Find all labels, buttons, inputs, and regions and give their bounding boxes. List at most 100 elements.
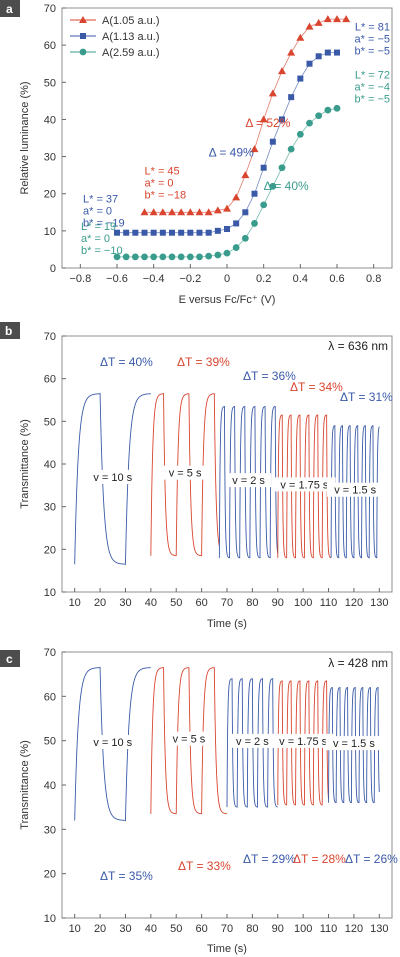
data-point-circle [278, 164, 286, 172]
data-point-square [196, 229, 203, 236]
b-y-tick-label: 60 [44, 374, 56, 386]
data-point-triangle [195, 208, 204, 216]
b-x-tick-label: 30 [119, 597, 131, 609]
c-v-label-bg [325, 736, 383, 751]
b-v-label: v = 2 s [232, 475, 265, 487]
panel-c-tag: c [6, 652, 13, 666]
panel-c-wavelength-label: λ = 428 nm [328, 656, 388, 670]
b-v-label: v = 1.5 s [334, 485, 376, 497]
b-x-tick-label: 20 [94, 597, 106, 609]
c-v-label: v = 1.5 s [333, 738, 375, 750]
b-trace-segment [218, 405, 279, 559]
data-point-triangle [333, 15, 341, 23]
panel-a-tag: a [6, 2, 13, 16]
data-point-triangle [149, 208, 158, 216]
b-x-tick-label: 130 [370, 597, 388, 609]
annotation-text: Δ = 40% [264, 179, 309, 193]
data-point-square [242, 209, 249, 216]
annotation-text: L* = 81 [355, 22, 390, 34]
c-x-tick-label: 40 [145, 923, 157, 935]
data-point-circle [196, 253, 203, 261]
b-v-label: v = 1.75 s [280, 479, 329, 491]
c-x-tick-label: 50 [170, 923, 182, 935]
a-x-tick-label: 0.2 [256, 273, 271, 285]
data-point-triangle [268, 89, 277, 97]
data-point-circle [269, 182, 277, 190]
data-point-square [269, 138, 276, 145]
panel-c-annotations: v = 10 s v = 5 s v = 2 s v = 1.75 s v = 1.5 … [87, 731, 398, 883]
panel-b: b λ = 636 nm 10 20 30 40 50 60 70 80 90 100 110 120… [0, 322, 393, 630]
panel-c-x-axis-label: Time (s) [207, 943, 247, 955]
annotation-text: a* = 0 [145, 177, 174, 189]
b-x-tick-label: 10 [69, 597, 81, 609]
data-point-circle [333, 104, 341, 112]
legend-entry: A(1.13 a.u.) [102, 31, 159, 43]
data-point-square [178, 229, 185, 236]
a-x-tick-label: −0.2 [179, 273, 201, 285]
c-x-tick-label: 30 [119, 923, 131, 935]
c-x-tick-label: 120 [345, 923, 363, 935]
data-point-circle [79, 48, 87, 56]
b-x-tick-label: 110 [320, 597, 338, 609]
c-delta-t-label: ΔT = 28% [293, 852, 346, 866]
panel-a-annotations: L* = 85a* = −5b* = −5L* = 81a* = −5b* = … [81, 22, 390, 257]
data-point-circle [251, 220, 258, 227]
legend-entry: A(1.05 a.u.) [102, 15, 159, 27]
data-point-circle [324, 106, 332, 114]
annotation-text: a* = 0 [83, 206, 112, 218]
annotation-text: Δ = 52% [245, 116, 290, 130]
data-point-square [224, 226, 230, 232]
c-trace-segment [226, 678, 278, 808]
c-trace-segment [74, 666, 151, 822]
a-x-tick-label: 0 [224, 273, 230, 285]
data-point-circle [205, 252, 213, 260]
data-point-square [324, 49, 331, 56]
c-x-tick-label: 60 [195, 923, 207, 935]
b-v-label: v = 5 s [169, 468, 202, 480]
b-x-tick-label: 60 [195, 597, 207, 609]
a-x-tick-label: 0.4 [293, 273, 308, 285]
data-point-square [187, 229, 194, 236]
data-point-circle [168, 253, 176, 261]
data-point-square [205, 229, 212, 236]
data-point-triangle [223, 204, 231, 212]
annotation-text: b* = −5 [355, 46, 390, 58]
data-point-circle [141, 253, 148, 261]
a-y-tick-label: 50 [44, 77, 56, 89]
b-x-tick-label: 100 [294, 597, 312, 609]
a-x-tick-label: 0.6 [329, 273, 344, 285]
panel-a-y-axis-label: Relative luminance (%) [19, 81, 31, 194]
c-x-tick-label: 80 [246, 923, 258, 935]
b-v-label-bg [326, 482, 384, 497]
data-point-triangle [259, 115, 268, 123]
series-square [114, 49, 340, 236]
data-point-triangle [177, 208, 186, 216]
data-point-square [114, 229, 120, 236]
data-point-triangle [296, 33, 305, 41]
annotation-text: L* = 45 [145, 165, 180, 177]
series-triangle [140, 15, 351, 216]
panel-a-x-axis-label: E versus Fc/Fc⁺ (V) [179, 294, 276, 306]
data-point-square [315, 53, 322, 60]
data-point-circle [214, 251, 222, 259]
data-point-triangle [79, 16, 87, 23]
panel-b-tag: b [5, 324, 12, 338]
b-delta-t-label: ΔT = 36% [243, 369, 296, 383]
c-y-tick-label: 60 [44, 691, 56, 703]
c-v-label-bg [166, 731, 212, 746]
a-y-tick-label: 30 [44, 152, 56, 164]
data-point-square [288, 94, 295, 101]
b-trace-segment [150, 393, 220, 557]
a-y-tick-label: 40 [44, 114, 56, 126]
b-y-tick-label: 10 [44, 587, 56, 599]
data-point-triangle [323, 15, 332, 23]
a-x-tick-label: −0.8 [69, 273, 91, 285]
data-point-square [251, 190, 258, 197]
annotation-text: a* = −5 [355, 34, 390, 46]
b-v-label: v = 10 s [93, 472, 132, 484]
panel-a-legend: A(1.05 a.u.) A(1.13 a.u.) A(2.59 a.u.) [70, 15, 159, 59]
c-x-tick-label: 110 [320, 923, 338, 935]
panel-b-wavelength-label: λ = 636 nm [328, 339, 388, 353]
b-delta-t-label: ΔT = 40% [100, 355, 153, 369]
data-point-square [279, 116, 285, 123]
